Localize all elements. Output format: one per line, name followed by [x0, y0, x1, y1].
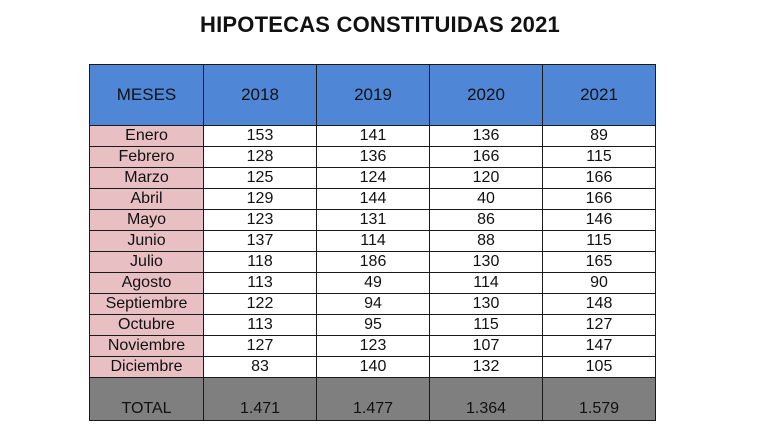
value-cell: 90: [542, 272, 656, 294]
table-row: Agosto 113 49 114 90: [89, 272, 656, 294]
value-cell: 140: [316, 356, 430, 378]
month-cell: Febrero: [89, 146, 204, 168]
value-cell: 124: [316, 167, 430, 189]
month-cell: Octubre: [89, 314, 204, 336]
value-cell: 147: [542, 335, 656, 357]
value-cell: 114: [429, 272, 543, 294]
value-cell: 125: [203, 167, 317, 189]
month-cell: Enero: [89, 125, 204, 147]
table-row: Julio 118 186 130 165: [89, 251, 656, 273]
month-cell: Mayo: [89, 209, 204, 231]
table-row: Enero 153 141 136 89: [89, 125, 656, 147]
value-cell: 113: [203, 314, 317, 336]
value-cell: 129: [203, 188, 317, 210]
value-cell: 83: [203, 356, 317, 378]
value-cell: 118: [203, 251, 317, 273]
table-row: Octubre 113 95 115 127: [89, 314, 656, 336]
table-row: Noviembre 127 123 107 147: [89, 335, 656, 357]
value-cell: 136: [316, 146, 430, 168]
value-cell: 132: [429, 356, 543, 378]
value-cell: 166: [542, 188, 656, 210]
value-cell: 123: [316, 335, 430, 357]
table-row: Marzo 125 124 120 166: [89, 167, 656, 189]
value-cell: 144: [316, 188, 430, 210]
value-cell: 94: [316, 293, 430, 315]
value-cell: 49: [316, 272, 430, 294]
value-cell: 130: [429, 251, 543, 273]
mortgage-table: MESES 2018 2019 2020 2021 Enero 153 141 136…: [89, 64, 656, 421]
table-row: Diciembre 83 140 132 105: [89, 356, 656, 378]
month-cell: Julio: [89, 251, 204, 273]
value-cell: 130: [429, 293, 543, 315]
value-cell: 127: [203, 335, 317, 357]
month-cell: Septiembre: [89, 293, 204, 315]
month-cell: Noviembre: [89, 335, 204, 357]
table-row: Junio 137 114 88 115: [89, 230, 656, 252]
total-label: TOTAL: [89, 377, 204, 421]
table-body: Enero 153 141 136 89 Febrero 128 136 166 115 Marzo…: [89, 125, 656, 378]
value-cell: 136: [429, 125, 543, 147]
value-cell: 40: [429, 188, 543, 210]
table-row: Septiembre 122 94 130 148: [89, 293, 656, 315]
value-cell: 165: [542, 251, 656, 273]
value-cell: 166: [429, 146, 543, 168]
value-cell: 146: [542, 209, 656, 231]
value-cell: 115: [429, 314, 543, 336]
value-cell: 115: [542, 146, 656, 168]
value-cell: 95: [316, 314, 430, 336]
header-cell-2021: 2021: [542, 64, 656, 126]
page-title: HIPOTECAS CONSTITUIDAS 2021: [200, 12, 560, 37]
value-cell: 105: [542, 356, 656, 378]
table-row: Abril 129 144 40 166: [89, 188, 656, 210]
value-cell: 107: [429, 335, 543, 357]
value-cell: 127: [542, 314, 656, 336]
value-cell: 114: [316, 230, 430, 252]
table-row: Mayo 123 131 86 146: [89, 209, 656, 231]
total-cell: 1.579: [542, 377, 656, 421]
value-cell: 88: [429, 230, 543, 252]
value-cell: 115: [542, 230, 656, 252]
value-cell: 131: [316, 209, 430, 231]
header-cell-meses: MESES: [89, 64, 204, 126]
table-row: Febrero 128 136 166 115: [89, 146, 656, 168]
total-row: TOTAL 1.471 1.477 1.364 1.579: [89, 377, 656, 421]
value-cell: 166: [542, 167, 656, 189]
month-cell: Junio: [89, 230, 204, 252]
total-cell: 1.364: [429, 377, 543, 421]
header-cell-2019: 2019: [316, 64, 430, 126]
total-cell: 1.477: [316, 377, 430, 421]
value-cell: 153: [203, 125, 317, 147]
value-cell: 186: [316, 251, 430, 273]
month-cell: Abril: [89, 188, 204, 210]
month-cell: Agosto: [89, 272, 204, 294]
value-cell: 122: [203, 293, 317, 315]
month-cell: Diciembre: [89, 356, 204, 378]
value-cell: 128: [203, 146, 317, 168]
value-cell: 89: [542, 125, 656, 147]
value-cell: 123: [203, 209, 317, 231]
value-cell: 113: [203, 272, 317, 294]
header-cell-2018: 2018: [203, 64, 317, 126]
value-cell: 141: [316, 125, 430, 147]
value-cell: 86: [429, 209, 543, 231]
value-cell: 120: [429, 167, 543, 189]
value-cell: 148: [542, 293, 656, 315]
value-cell: 137: [203, 230, 317, 252]
header-cell-2020: 2020: [429, 64, 543, 126]
month-cell: Marzo: [89, 167, 204, 189]
total-cell: 1.471: [203, 377, 317, 421]
header-row: MESES 2018 2019 2020 2021: [89, 64, 656, 126]
